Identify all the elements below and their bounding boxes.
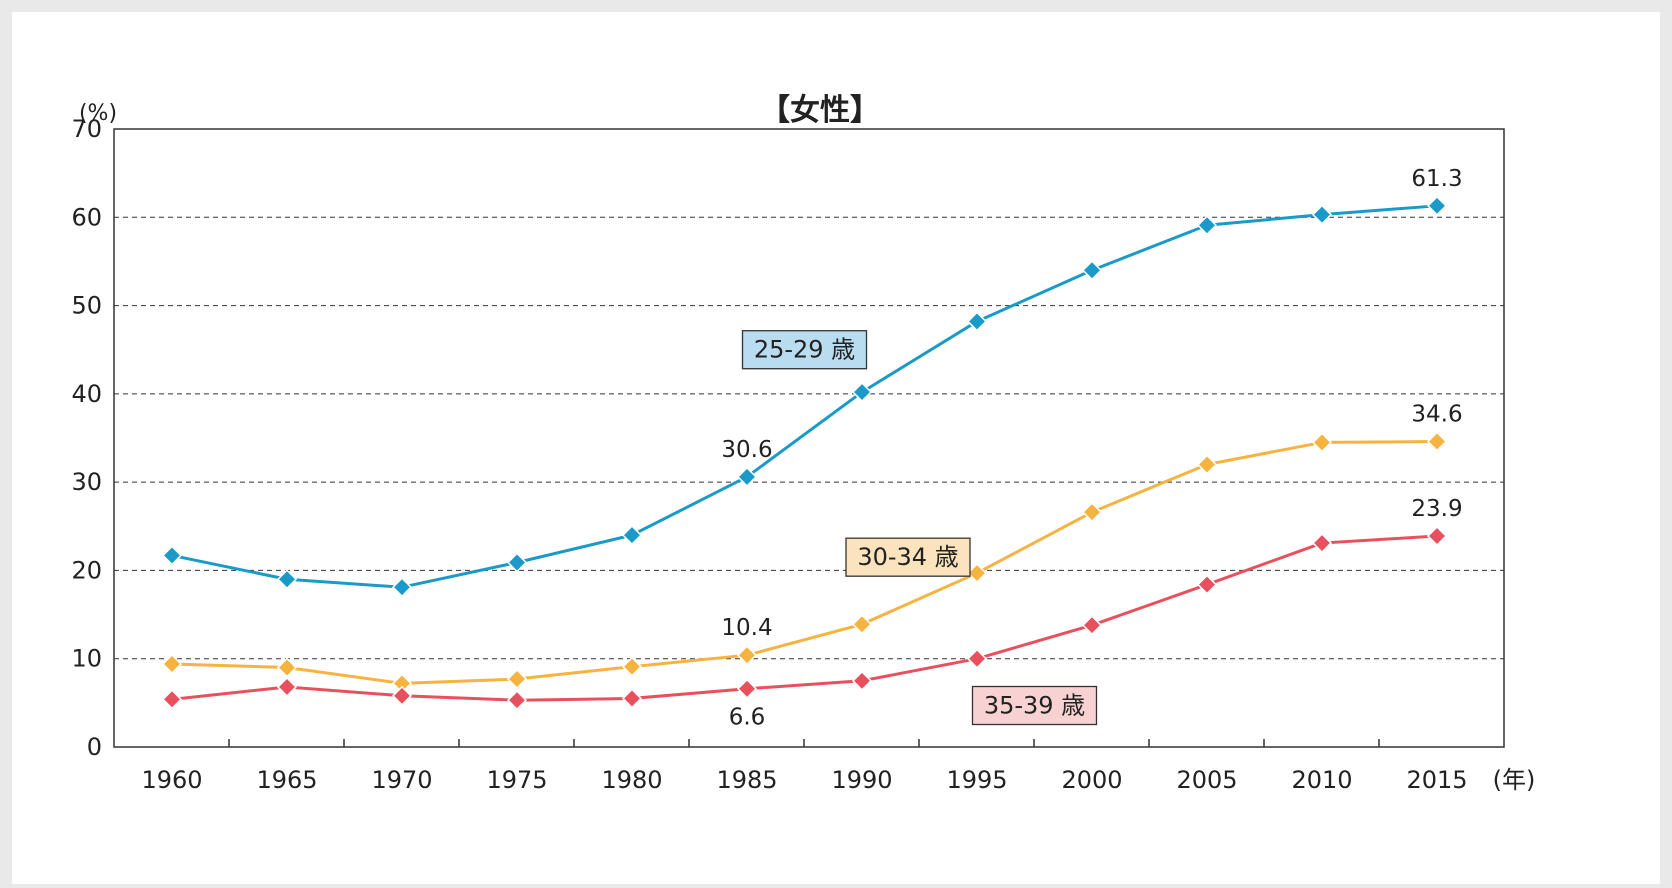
x-tick-label: 1965	[256, 766, 317, 794]
x-axis-unit: (年)	[1493, 766, 1536, 794]
data-point	[736, 678, 758, 699]
data-point	[621, 656, 643, 677]
data-label: 23.9	[1411, 496, 1462, 522]
line-chart: 【女性】 (%) (年) 0 10 20 30 40 50 60 70 1960 1965 1970…	[71, 93, 1536, 794]
x-tick-label: 1960	[141, 766, 202, 794]
data-point	[1426, 525, 1448, 547]
data-point	[391, 685, 413, 706]
y-axis-unit: (%)	[79, 101, 117, 126]
y-tick-label: 40	[71, 380, 102, 408]
y-tick-label: 50	[71, 292, 102, 320]
series-badge-label: 35-39 歳	[984, 692, 1085, 720]
data-point	[1196, 215, 1218, 236]
plot-frame	[113, 128, 1505, 748]
y-tick-label: 30	[71, 468, 102, 496]
series-badge	[971, 685, 1098, 726]
data-point	[966, 648, 988, 669]
data-point	[276, 657, 298, 678]
y-tick-label: 70	[71, 115, 102, 143]
data-label: 6.6	[729, 705, 766, 731]
data-point	[736, 466, 758, 487]
data-point	[851, 382, 873, 403]
series-line	[171, 440, 1438, 685]
x-tick-label: 2000	[1061, 766, 1122, 794]
x-tick-label: 1985	[716, 766, 777, 794]
data-point	[506, 690, 528, 711]
x-tick-label: 1990	[831, 766, 892, 794]
x-tick-label: 2005	[1176, 766, 1237, 794]
y-tick-label: 20	[71, 556, 102, 584]
x-tick-label: 1970	[371, 766, 432, 794]
data-point	[966, 311, 988, 332]
chart-panel: 【女性】 (%) (年) 0 10 20 30 40 50 60 70 1960 1965 1970…	[12, 12, 1660, 884]
series-badge-label: 30-34 歳	[857, 543, 958, 571]
data-point	[1196, 454, 1218, 475]
data-point	[506, 668, 528, 690]
data-point	[1196, 574, 1218, 595]
data-point	[161, 689, 183, 710]
data-point	[1081, 260, 1103, 281]
series-line	[171, 534, 1438, 702]
x-tick-label: 1980	[601, 766, 662, 794]
data-point	[161, 545, 183, 566]
series-line	[171, 204, 1438, 589]
y-tick-label: 60	[71, 203, 102, 231]
x-tick-label: 2015	[1406, 766, 1467, 794]
y-tick-label: 10	[71, 645, 102, 673]
data-point	[506, 552, 528, 573]
data-point	[736, 645, 758, 666]
data-point	[276, 676, 298, 698]
series-badge	[741, 330, 868, 370]
chart-title: 【女性】	[760, 93, 880, 128]
x-tick-label: 1995	[946, 766, 1007, 794]
data-point	[851, 670, 873, 691]
data-point	[1081, 502, 1103, 523]
series-badge	[845, 537, 971, 577]
x-tick-label: 1975	[486, 766, 547, 794]
y-tick-label: 0	[87, 733, 102, 761]
data-point	[621, 688, 643, 709]
data-label: 30.6	[721, 437, 772, 463]
data-point	[1081, 615, 1103, 636]
data-point	[966, 563, 988, 584]
data-point	[1311, 432, 1333, 453]
data-point	[276, 569, 298, 590]
data-label: 34.6	[1411, 402, 1462, 428]
data-point	[621, 525, 643, 546]
x-tick-label: 2010	[1291, 766, 1352, 794]
data-point	[1426, 195, 1448, 216]
data-point	[161, 653, 183, 675]
data-label: 61.3	[1411, 166, 1462, 192]
data-point	[1311, 532, 1333, 554]
data-point	[1426, 431, 1448, 452]
data-point	[391, 577, 413, 598]
series-badge-label: 25-29 歳	[754, 336, 855, 364]
data-point	[1311, 204, 1333, 225]
data-point	[851, 614, 873, 635]
data-label: 10.4	[721, 615, 772, 641]
